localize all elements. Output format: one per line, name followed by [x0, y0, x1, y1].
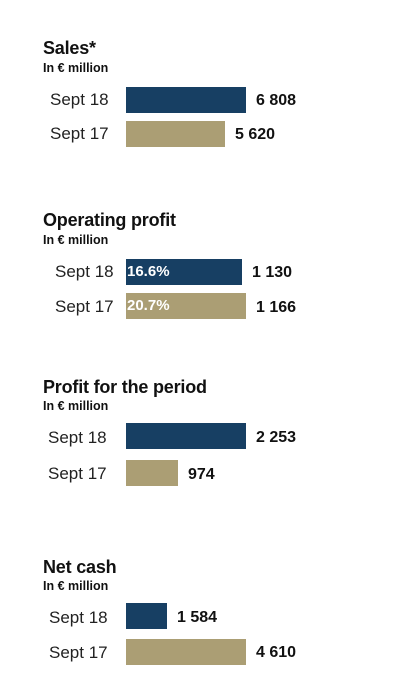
- chart-sales: Sales* In € million Sept 18 6 808 Sept 1…: [0, 0, 400, 165]
- chart-title: Net cash: [43, 557, 117, 577]
- value-label-sept18: 1 584: [177, 609, 218, 626]
- value-label-sept18: 2 253: [256, 429, 297, 446]
- category-label-sept17: Sept 17: [55, 297, 114, 316]
- bar-sept18: [126, 259, 242, 285]
- chart-title: Sales*: [43, 38, 96, 58]
- category-label-sept18: Sept 18: [55, 262, 114, 281]
- value-label-sept17: 1 166: [256, 299, 297, 316]
- bar-sept18: [126, 87, 246, 113]
- category-label-sept17: Sept 17: [48, 464, 107, 483]
- value-label-sept17: 5 620: [235, 126, 276, 143]
- chart-unit: In € million: [43, 579, 109, 593]
- category-label-sept18: Sept 18: [50, 90, 109, 109]
- bar-sept17: [126, 460, 178, 486]
- chart-profit-for-the-period: Profit for the period In € million Sept …: [43, 377, 297, 486]
- chart-title: Operating profit: [43, 210, 176, 230]
- value-label-sept18: 6 808: [256, 92, 297, 109]
- margin-label-sept17: 20.7%: [127, 297, 170, 314]
- bar-sept18: [126, 423, 246, 449]
- bar-sept17: [126, 121, 225, 147]
- value-label-sept17: 974: [188, 466, 215, 483]
- chart-unit: In € million: [43, 399, 109, 413]
- bar-sept18: [126, 603, 167, 629]
- category-label-sept17: Sept 17: [50, 124, 109, 143]
- category-label-sept18: Sept 18: [49, 608, 108, 627]
- margin-label-sept18: 16.6%: [127, 263, 170, 280]
- value-label-sept17: 4 610: [256, 644, 297, 661]
- category-label-sept17: Sept 17: [49, 643, 108, 662]
- value-label-sept18: 1 130: [252, 264, 293, 281]
- bar-sept17: [126, 293, 246, 319]
- bar-sept17: [126, 639, 246, 665]
- chart-unit: In € million: [43, 233, 109, 247]
- category-label-sept18: Sept 18: [48, 428, 107, 447]
- chart-unit: In € million: [43, 61, 109, 75]
- chart-operating-profit: Operating profit In € million Sept 18 16…: [0, 0, 400, 340]
- chart-title: Profit for the period: [43, 377, 207, 397]
